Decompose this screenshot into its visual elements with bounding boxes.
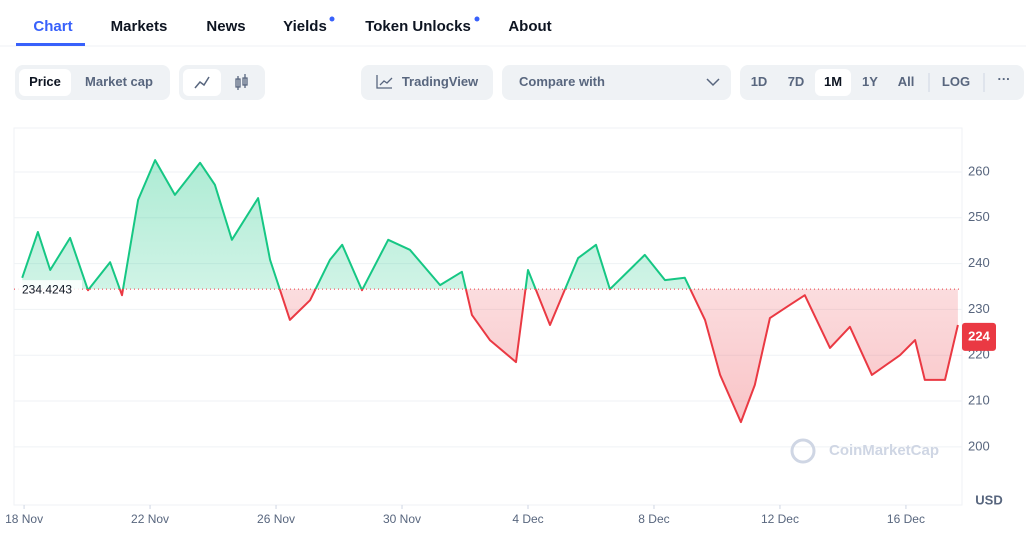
last-price-label: 224	[968, 328, 990, 343]
y-tick-label: 230	[968, 301, 990, 316]
active-pill	[183, 69, 221, 96]
range-option[interactable]: 7D	[788, 74, 805, 89]
x-tick-label: 8 Dec	[638, 512, 669, 526]
last-price-tag	[962, 322, 996, 351]
active-pill	[815, 69, 851, 96]
watermark-logo	[790, 438, 816, 464]
unit-label: USD	[975, 492, 1002, 507]
x-tick-label: 22 Nov	[131, 512, 169, 526]
plot-frame	[13, 127, 963, 506]
y-tick-label: 210	[968, 392, 990, 407]
tv-icon	[376, 75, 393, 89]
x-tick-label: 30 Nov	[383, 512, 421, 526]
range-option[interactable]: 1Y	[862, 74, 878, 89]
badge-dot	[474, 16, 480, 22]
y-tick-label: 240	[968, 255, 990, 270]
tab[interactable]: Markets	[111, 18, 168, 35]
x-tick-label: 12 Dec	[761, 512, 799, 526]
x-tick-label: 26 Nov	[257, 512, 295, 526]
toggle-option[interactable]: Market cap	[85, 74, 153, 89]
line-icon[interactable]	[194, 76, 210, 89]
more-button[interactable]: ···	[998, 71, 1011, 86]
watermark: CoinMarketCap	[829, 442, 939, 459]
x-tick-label: 4 Dec	[512, 512, 543, 526]
tab-underline	[16, 43, 85, 46]
tab[interactable]: Chart	[33, 18, 72, 35]
range-group	[740, 65, 1024, 100]
active-pill	[19, 69, 71, 96]
price-line-down	[86, 289, 959, 424]
range-option[interactable]: All	[898, 74, 915, 89]
compare-dropdown	[502, 65, 731, 100]
y-tick-label: 250	[968, 209, 990, 224]
x-tick-label: 16 Dec	[887, 512, 925, 526]
tradingview-button	[361, 65, 493, 100]
range-option[interactable]: 1M	[824, 74, 842, 89]
chevron	[706, 78, 720, 87]
candle-icon[interactable]	[235, 74, 248, 90]
button-label[interactable]: TradingView	[402, 74, 479, 89]
y-tick-label: 260	[968, 163, 990, 178]
x-tick-label: 18 Nov	[5, 512, 43, 526]
dropdown-label[interactable]: Compare with	[519, 74, 605, 89]
area-up	[22, 160, 691, 290]
price-line-up	[21, 159, 692, 290]
baseline-label: 234.4243	[22, 282, 72, 296]
baseline-tag-bg	[18, 280, 82, 299]
area-down	[22, 289, 958, 423]
tab[interactable]: News	[206, 18, 245, 35]
tab[interactable]: Yields	[283, 18, 327, 35]
badge-dot	[329, 16, 335, 22]
log-toggle[interactable]: LOG	[942, 74, 970, 89]
range-option[interactable]: 1D	[751, 74, 768, 89]
tab[interactable]: About	[508, 18, 551, 35]
toggle-option[interactable]: Price	[29, 74, 61, 89]
y-tick-label: 200	[968, 438, 990, 453]
tab[interactable]: Token Unlocks	[365, 18, 471, 35]
